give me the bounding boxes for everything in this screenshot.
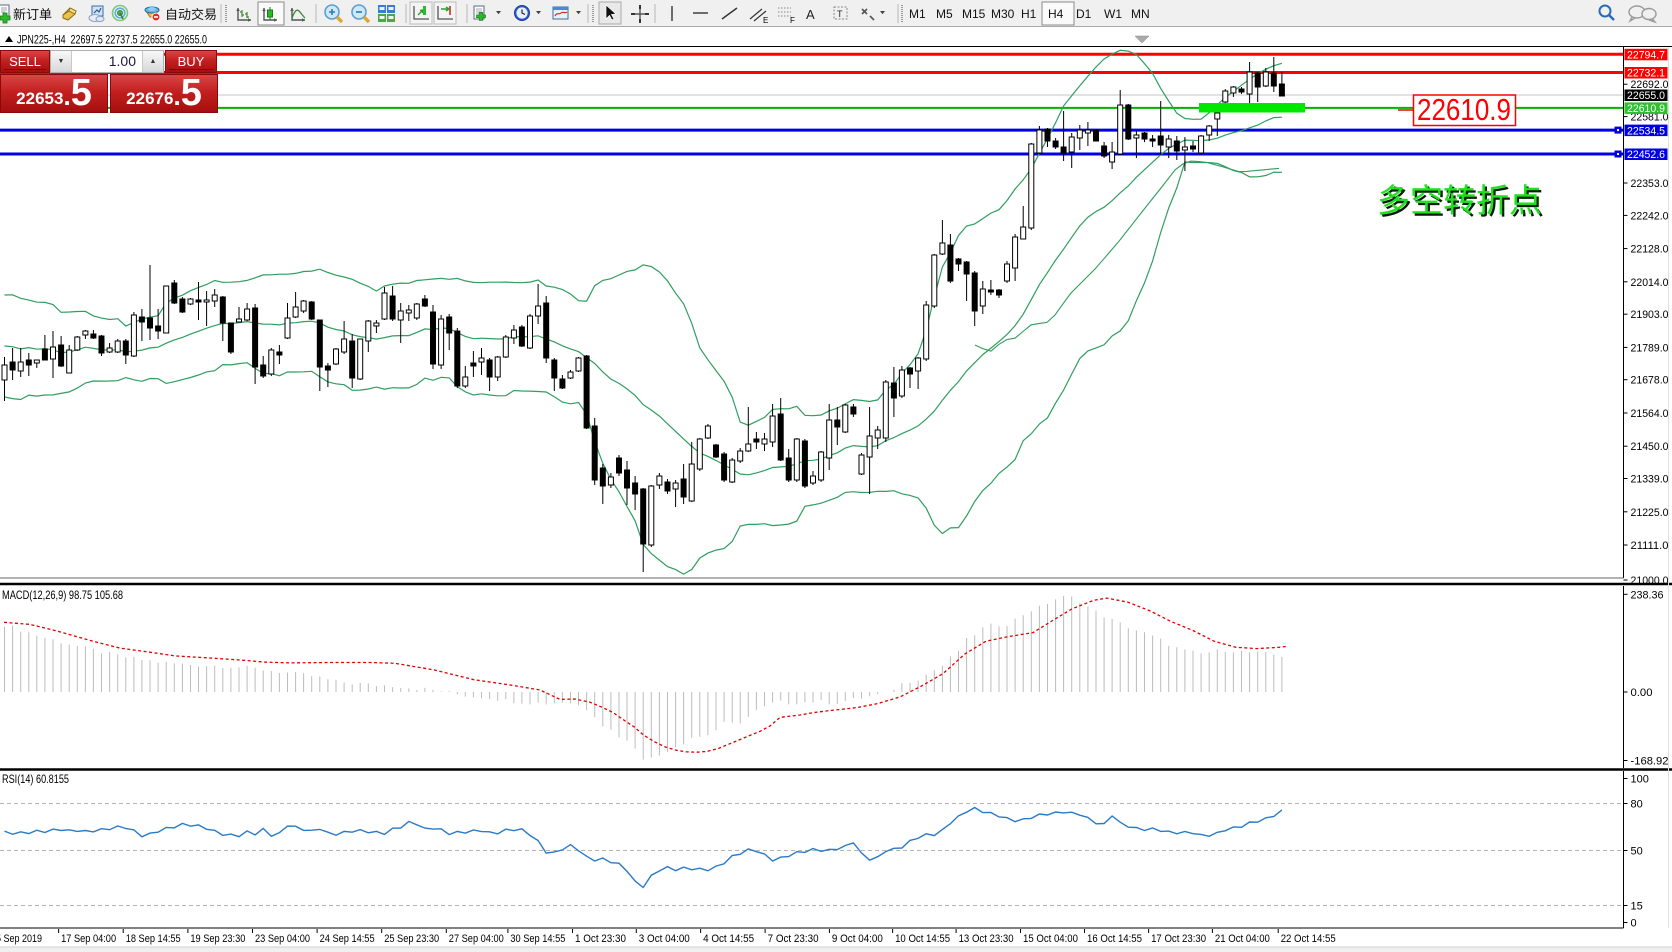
svg-text:MACD(12,26,9) 98.75 105.68: MACD(12,26,9) 98.75 105.68 [2,588,123,602]
svg-text:24 Sep 14:55: 24 Sep 14:55 [320,933,375,945]
svg-text:4 Oct 14:55: 4 Oct 14:55 [703,933,754,945]
svg-text:JPN225-,H4 22697.5 22737.5 22: JPN225-,H4 22697.5 22737.5 22655.0 22655… [17,33,207,47]
svg-text:9 Oct 04:00: 9 Oct 04:00 [832,933,883,945]
svg-text:RSI(14) 60.8155: RSI(14) 60.8155 [2,772,69,786]
svg-text:H1: H1 [1021,7,1037,21]
svg-text:15: 15 [1631,901,1643,913]
svg-text:238.36: 238.36 [1631,589,1664,601]
svg-text:22655.0: 22655.0 [1627,90,1665,102]
svg-text:M30: M30 [991,7,1015,21]
svg-text:22610.9: 22610.9 [1627,103,1665,115]
svg-text:MN: MN [1131,7,1150,21]
svg-text:21789.0: 21789.0 [1631,342,1669,354]
svg-text:M5: M5 [936,7,953,21]
svg-text:16 Oct 14:55: 16 Oct 14:55 [1087,933,1142,945]
svg-text:21678.0: 21678.0 [1631,375,1669,387]
svg-text:15 Oct 04:00: 15 Oct 04:00 [1023,933,1078,945]
svg-text:22610.9: 22610.9 [1417,92,1511,127]
svg-text:F: F [790,16,795,25]
svg-text:1 Oct 23:30: 1 Oct 23:30 [575,933,626,945]
svg-text:23 Sep 04:00: 23 Sep 04:00 [255,933,310,945]
svg-text:22128.0: 22128.0 [1631,244,1669,256]
svg-text:25 Sep 23:30: 25 Sep 23:30 [384,933,439,945]
svg-text:50: 50 [1631,846,1643,858]
svg-text:D1: D1 [1076,7,1092,21]
svg-text:13 Oct 23:30: 13 Oct 23:30 [959,933,1014,945]
svg-text:10 Oct 14:55: 10 Oct 14:55 [895,933,950,945]
svg-text:W1: W1 [1104,7,1122,21]
svg-text:21450.0: 21450.0 [1631,441,1669,453]
svg-text:100: 100 [1631,774,1649,786]
svg-text:E: E [763,16,768,25]
svg-text:19 Sep 23:30: 19 Sep 23:30 [190,933,245,945]
svg-text:22452.6: 22452.6 [1627,149,1665,161]
svg-text:-168.92: -168.92 [1631,756,1669,768]
svg-text:22014.0: 22014.0 [1631,277,1669,289]
svg-text:22794.7: 22794.7 [1627,50,1665,62]
svg-text:M15: M15 [962,7,986,21]
svg-text:21903.0: 21903.0 [1631,309,1669,321]
svg-text:7 Oct 23:30: 7 Oct 23:30 [768,933,819,945]
svg-text:22732.1: 22732.1 [1627,68,1665,80]
svg-text:3 Oct 04:00: 3 Oct 04:00 [639,933,690,945]
svg-text:22353.0: 22353.0 [1631,178,1669,190]
svg-text:17 Oct 23:30: 17 Oct 23:30 [1151,933,1206,945]
svg-text:0.00: 0.00 [1631,687,1653,699]
svg-text:21111.0: 21111.0 [1631,540,1669,552]
svg-text:M1: M1 [909,7,926,21]
svg-text:30 Sep 14:55: 30 Sep 14:55 [510,933,565,945]
svg-text:5 Sep 2019: 5 Sep 2019 [0,933,42,945]
svg-text:22242.0: 22242.0 [1631,210,1669,222]
svg-text:21564.0: 21564.0 [1631,408,1669,420]
svg-text:27 Sep 04:00: 27 Sep 04:00 [449,933,504,945]
svg-text:80: 80 [1631,799,1643,811]
svg-text:22 Oct 14:55: 22 Oct 14:55 [1281,933,1336,945]
svg-text:22534.5: 22534.5 [1627,125,1665,137]
svg-text:21339.0: 21339.0 [1631,474,1669,486]
svg-text:22581.0: 22581.0 [1631,112,1669,124]
svg-text:18 Sep 14:55: 18 Sep 14:55 [126,933,181,945]
svg-text:21225.0: 21225.0 [1631,507,1669,519]
svg-text:H4: H4 [1048,7,1064,21]
svg-text:A: A [806,7,815,22]
svg-text:17 Sep 04:00: 17 Sep 04:00 [61,933,116,945]
svg-text:0: 0 [1631,918,1637,930]
svg-text:T: T [837,9,843,19]
svg-text:21 Oct 04:00: 21 Oct 04:00 [1215,933,1270,945]
svg-text:22692.0: 22692.0 [1631,79,1669,91]
